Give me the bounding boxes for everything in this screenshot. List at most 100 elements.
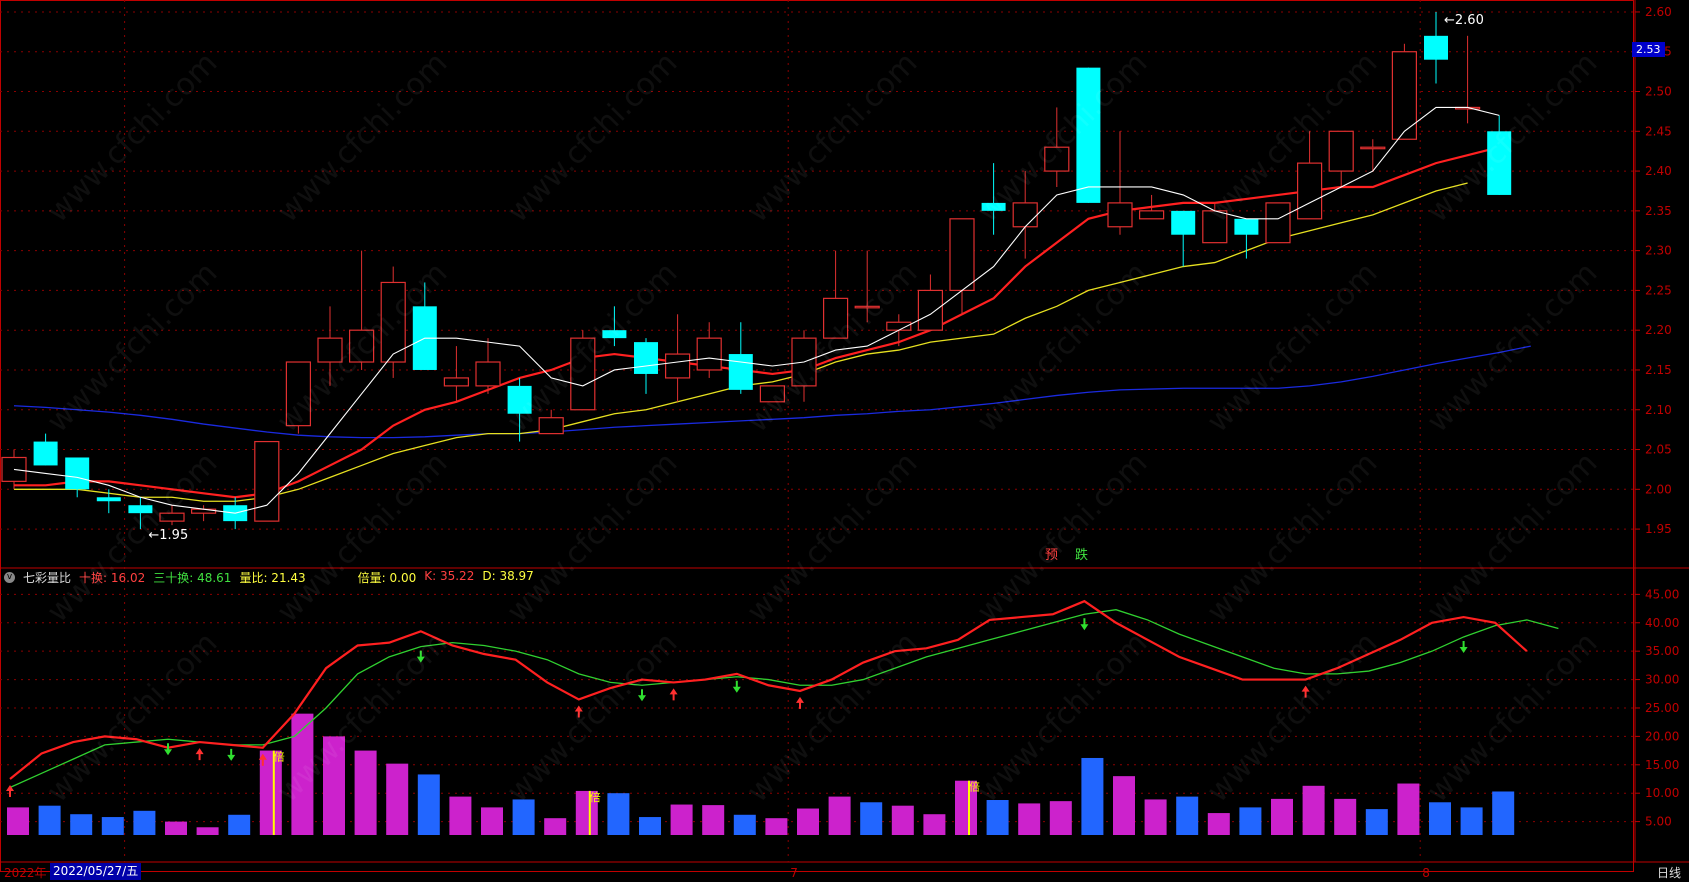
kd-up-arrow [574,705,583,718]
candle-body [33,441,58,466]
candle-body [1044,146,1070,172]
selected-date-box: 2022/05/27/五 [50,863,142,880]
ma5-line [13,106,1500,514]
volume-bar [923,814,946,835]
indicator-tick-label: 45.00 [1645,587,1679,601]
indicator-value-2: 量比: 21.43 [239,570,306,585]
kd-down-arrow [638,689,646,702]
volume-bar [891,805,914,835]
indicator-tick-label: 15.00 [1645,758,1679,772]
indicator-value-4: K: 35.22 [424,568,475,583]
indicator-name[interactable]: 七彩量比 [23,570,72,585]
candle-body [1234,218,1259,235]
volume-bar [1492,791,1515,835]
candle-body [317,337,343,363]
candle-body [538,417,564,435]
kd-up-arrow [669,688,678,701]
price-tick-label: 2.15 [1645,363,1672,377]
kd-up-arrow [796,696,804,709]
kd-up-arrow [1301,685,1310,698]
price-tick-label: 2.20 [1645,323,1672,337]
current-price-tag: 2.53 [1632,42,1665,57]
volume-bar [228,814,251,835]
candle-body [1360,146,1386,150]
indicator-tick-label: 35.00 [1645,644,1679,658]
price-tick-label: 2.35 [1645,204,1672,218]
candle-body [634,342,658,374]
candle-body [159,512,185,522]
volume-bar [1460,807,1483,835]
month-label: 7 [790,866,798,880]
kd-down-arrow [1080,618,1089,631]
volume-bar [544,818,567,835]
indicator-menu-icon[interactable]: v [4,571,15,583]
price-tick-label: 2.10 [1645,403,1672,417]
volume-bar [733,814,756,835]
volume-bar [575,790,598,835]
volume-bar [955,780,977,835]
volume-bar [860,802,883,835]
volume-bar [70,814,93,835]
indicator-tick-label: 25.00 [1645,701,1679,715]
volume-bar [1081,757,1104,835]
volume-marker-label: 倍 [969,780,980,794]
kd-up-arrow [195,748,204,761]
candle-body [1265,202,1291,244]
candle-body [1171,210,1196,235]
volume-bar [196,827,219,835]
volume-bar [101,817,124,835]
volume-bar [417,774,440,835]
volume-bar [481,807,503,835]
price-tick-label: 2.40 [1645,164,1672,178]
candle-body [1424,35,1448,60]
volume-bar [386,763,409,835]
volume-bar [639,817,661,835]
high-price-label: ←2.60 [1444,13,1484,28]
volume-bar [986,800,1009,835]
indicator-header: v 七彩量比 十换: 16.02 三十换: 48.61 量比: 21.43 倍量: 0… [4,569,534,585]
indicator-tick-label: 5.00 [1645,815,1672,829]
volume-bar [1144,799,1167,835]
volume-bar [7,807,29,835]
indicator-value-5: D: 38.97 [482,568,534,583]
candle-body [1202,210,1228,244]
kd-down-arrow [164,743,172,756]
volume-marker-label: 倍 [274,750,285,764]
k-line [9,599,1528,780]
candle-body [759,385,786,403]
volume-bar [607,793,630,835]
kd-down-arrow [227,748,236,761]
candle-body [728,354,753,390]
indicator-tick-label: 10.00 [1645,786,1679,800]
kd-up-arrow [6,784,14,797]
candle-body [854,305,880,309]
price-tick-label: 2.00 [1645,482,1672,496]
candle-body [443,377,469,387]
volume-bar [38,805,61,835]
candle-body [1076,67,1101,203]
candle-body [1391,51,1418,140]
kd-down-arrow [416,650,425,663]
indicator-values: 十换: 16.02 三十换: 48.61 量比: 21.43 倍量: 0.00 K: 3… [79,569,534,586]
volume-bar [702,805,725,835]
kd-down-arrow [1459,640,1468,653]
price-tick-label: 2.05 [1645,443,1672,457]
ma10-line [14,146,1500,499]
volume-bar [1176,796,1199,835]
volume-bar [1429,802,1451,835]
volume-bar [323,736,345,835]
volume-bar [354,750,377,835]
volume-bar [1334,798,1357,835]
candle-body [1012,202,1038,228]
ma60-line [13,345,1531,439]
indicator-tick-label: 40.00 [1645,616,1679,630]
price-tick-label: 2.50 [1645,85,1672,99]
candle-body [1328,130,1354,172]
signal-up-label: 预 [1045,548,1058,563]
period-selector[interactable]: 日线 [1656,866,1681,880]
price-tick-label: 1.95 [1645,522,1672,536]
candle-body [1487,131,1512,195]
volume-bar [291,713,314,835]
volume-bar [1049,801,1072,835]
